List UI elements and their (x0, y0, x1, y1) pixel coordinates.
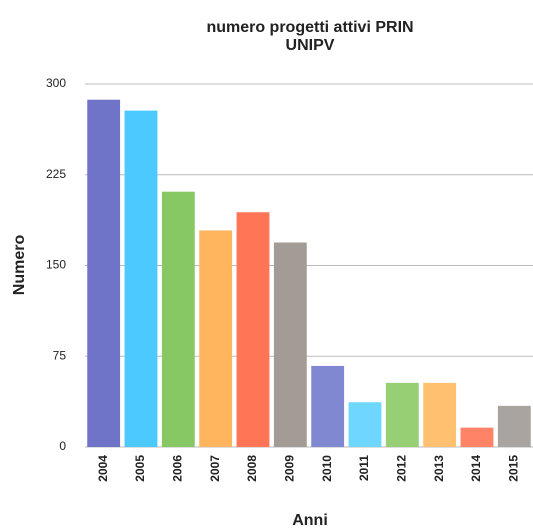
x-tick-label: 2007 (208, 455, 222, 482)
bar (199, 230, 233, 447)
x-tick-label: 2006 (171, 455, 185, 482)
y-tick-label: 225 (46, 167, 66, 181)
y-tick-label: 150 (46, 258, 66, 272)
x-tick-label: 2012 (395, 455, 409, 482)
bar (273, 242, 307, 447)
x-tick-label: 2009 (283, 455, 297, 482)
x-tick-label: 2015 (507, 455, 521, 482)
bar (161, 191, 195, 447)
chart-title: numero progetti attivi PRIN (206, 19, 413, 36)
x-tick-label: 2014 (469, 455, 483, 482)
bar (348, 402, 382, 447)
x-axis-label: Anni (292, 512, 328, 529)
bar (385, 382, 419, 447)
bar (460, 427, 494, 447)
x-tick-label: 2008 (245, 455, 259, 482)
bar (87, 99, 121, 447)
bar (236, 212, 270, 447)
bar (311, 365, 345, 447)
x-tick-label: 2005 (133, 455, 147, 482)
y-tick-label: 75 (53, 348, 67, 362)
x-tick-label: 2011 (357, 455, 371, 481)
bar (497, 405, 531, 447)
x-tick-label: 2013 (432, 455, 446, 482)
x-tick-label: 2010 (320, 455, 334, 482)
y-tick-label: 0 (59, 439, 66, 453)
bar (423, 382, 457, 447)
chart-title: UNIPV (286, 37, 335, 54)
y-axis-label: Numero (11, 235, 28, 296)
x-tick-label: 2004 (96, 455, 110, 482)
y-tick-label: 300 (46, 76, 66, 90)
bar (124, 110, 158, 448)
